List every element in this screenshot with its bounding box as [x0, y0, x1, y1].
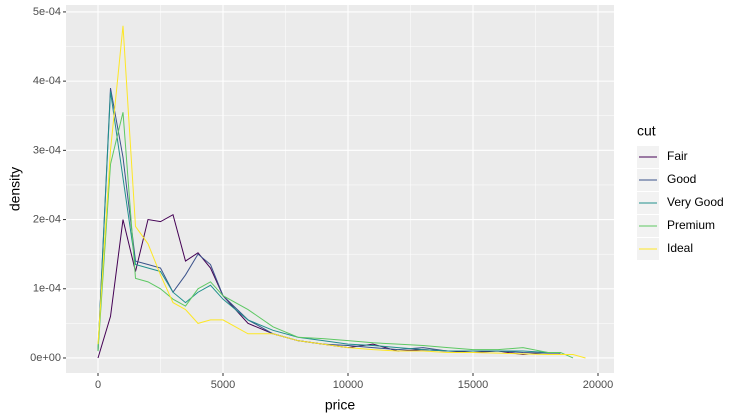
y-tick-label: 2e-04: [33, 213, 61, 225]
x-tick-label: 0: [95, 379, 101, 391]
y-axis-title: density: [7, 167, 23, 211]
x-tick-label: 10000: [333, 379, 364, 391]
legend-label: Good: [667, 172, 696, 186]
y-tick-label: 5e-04: [33, 6, 61, 18]
y-tick-label: 4e-04: [33, 75, 61, 87]
lines: [97, 25, 586, 359]
series-line: [97, 112, 574, 359]
x-axis-title: price: [325, 397, 356, 413]
legend-title: cut: [637, 123, 656, 139]
x-tick-label: 15000: [458, 379, 489, 391]
legend-label: Ideal: [667, 241, 693, 255]
legend-label: Premium: [667, 218, 715, 232]
y-tick-label: 3e-04: [33, 144, 61, 156]
y-tick-label: 1e-04: [33, 283, 61, 295]
x-tick-label: 20000: [583, 379, 614, 391]
legend-label: Very Good: [667, 195, 724, 209]
grid: [66, 5, 614, 373]
panel: [66, 5, 614, 373]
series-line: [97, 25, 586, 359]
series-line: [97, 91, 561, 353]
y-tick-label: 0e+00: [30, 352, 61, 364]
x-tick-label: 5000: [211, 379, 235, 391]
legend-label: Fair: [667, 149, 688, 163]
